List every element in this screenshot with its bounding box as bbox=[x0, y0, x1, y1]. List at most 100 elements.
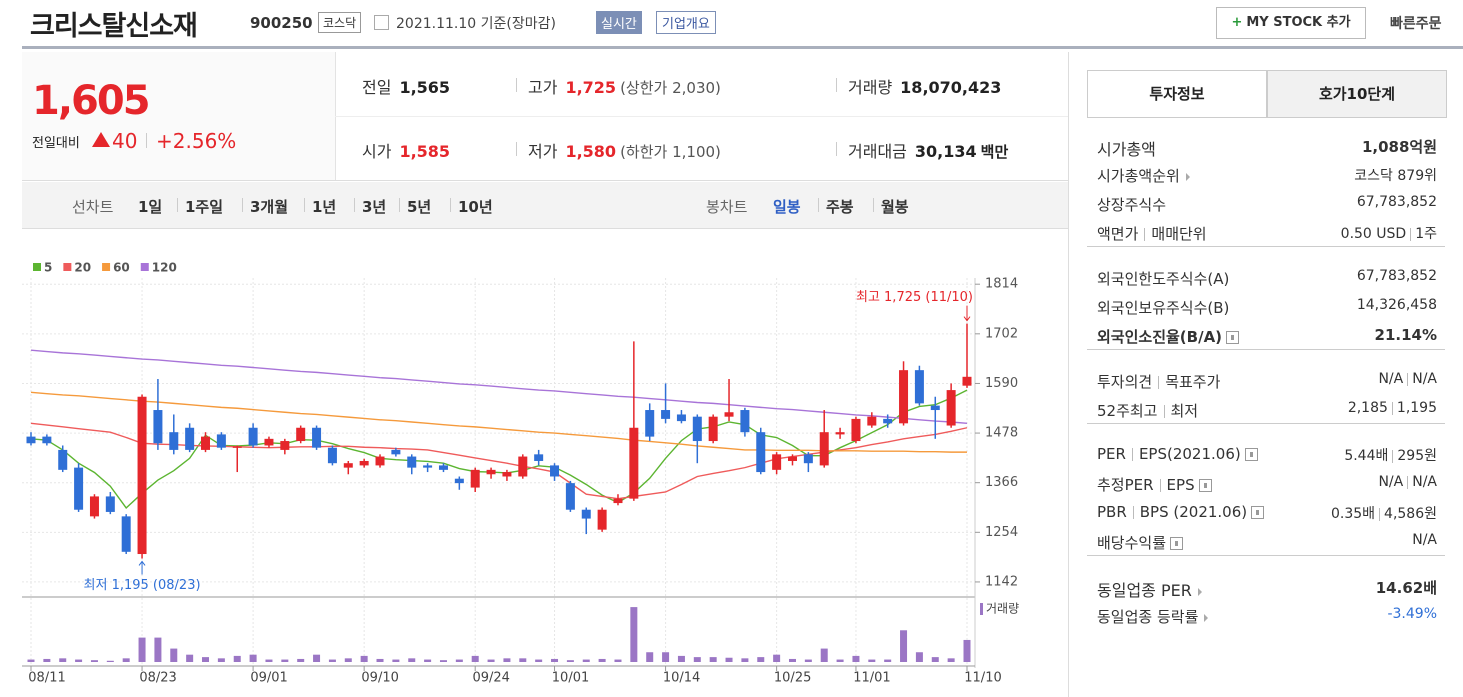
candle-body bbox=[946, 390, 956, 426]
volume-bar bbox=[788, 658, 796, 662]
info-value-box: 1,088억원 bbox=[1362, 136, 1437, 157]
info-label: PER bbox=[1097, 445, 1126, 463]
candle-tab[interactable]: 월봉 bbox=[881, 198, 909, 216]
quote-label: 저가 bbox=[528, 142, 558, 161]
help-icon[interactable] bbox=[1226, 331, 1240, 344]
info-label: 동일업종 PER bbox=[1097, 581, 1192, 600]
period-tab[interactable]: 1일 bbox=[138, 198, 163, 216]
arrow-icon bbox=[1185, 172, 1190, 181]
volume-bar bbox=[947, 658, 955, 662]
candle-body bbox=[550, 465, 560, 477]
info-value: 295원 bbox=[1397, 448, 1437, 464]
period-tab[interactable]: 3년 bbox=[362, 198, 387, 216]
info-row: 시가총액 1,088억원 bbox=[1097, 136, 1437, 160]
info-label: 시가총액순위 bbox=[1097, 167, 1180, 185]
info-label: PBR bbox=[1097, 503, 1127, 521]
separator bbox=[516, 142, 517, 156]
legend-swatch bbox=[63, 263, 72, 271]
info-value-box: -3.49% bbox=[1387, 606, 1437, 622]
candle-tab[interactable]: 주봉 bbox=[826, 198, 854, 216]
info-row: 외국인한도주식수(A) 67,783,852 bbox=[1097, 268, 1437, 289]
low-arrow bbox=[138, 560, 146, 575]
help-icon[interactable] bbox=[1251, 506, 1265, 519]
x-tick-label: 08/23 bbox=[139, 671, 176, 686]
separator bbox=[304, 198, 305, 212]
info-label: 목표주가 bbox=[1165, 373, 1221, 391]
info-label: 외국인보유주식수(B) bbox=[1097, 299, 1230, 317]
group-separator bbox=[1087, 555, 1445, 556]
volume-bar bbox=[75, 659, 83, 662]
calendar-icon bbox=[374, 15, 389, 30]
separator bbox=[399, 198, 400, 212]
x-tick-label: 09/01 bbox=[250, 671, 287, 686]
group-separator bbox=[1087, 349, 1445, 350]
help-icon[interactable] bbox=[1198, 479, 1212, 492]
candle-body bbox=[58, 449, 68, 470]
info-value: 1주 bbox=[1415, 226, 1437, 242]
y-tick-label: 1702 bbox=[985, 326, 1018, 341]
candle-body bbox=[105, 496, 115, 512]
help-icon[interactable] bbox=[1244, 448, 1258, 461]
candle-body bbox=[327, 447, 337, 464]
volume-bar bbox=[551, 658, 559, 662]
divider bbox=[22, 46, 1463, 49]
legend-label: 20 bbox=[74, 261, 91, 275]
company-button[interactable]: 기업개요 bbox=[656, 11, 716, 34]
period-tab[interactable]: 1주일 bbox=[185, 198, 224, 216]
period-tab[interactable]: 10년 bbox=[458, 198, 493, 216]
period-tab[interactable]: 1년 bbox=[312, 198, 337, 216]
realtime-button[interactable]: 실시간 bbox=[596, 11, 642, 34]
separator bbox=[242, 198, 243, 212]
info-tab[interactable]: 호가10단계 bbox=[1267, 70, 1447, 118]
x-tick-label: 10/01 bbox=[552, 671, 589, 686]
ma-line bbox=[30, 391, 967, 453]
candle-body bbox=[962, 376, 972, 386]
high-arrow bbox=[963, 305, 971, 322]
candle-body bbox=[89, 496, 99, 517]
candle-body bbox=[724, 412, 734, 417]
separator bbox=[1392, 449, 1394, 463]
period-tab[interactable]: 3개월 bbox=[250, 198, 289, 216]
volume-bar bbox=[202, 657, 210, 662]
volume-bar bbox=[344, 658, 352, 662]
info-value: 14,326,458 bbox=[1356, 297, 1437, 313]
candle-body bbox=[883, 418, 893, 424]
volume-bar bbox=[915, 652, 923, 662]
info-value: 21.14% bbox=[1374, 326, 1437, 344]
legend-swatch bbox=[140, 263, 149, 271]
info-value: 14.62배 bbox=[1375, 579, 1437, 597]
candle-body bbox=[343, 463, 353, 468]
info-value: 67,783,852 bbox=[1356, 268, 1437, 284]
quote-label: 시가 bbox=[362, 142, 392, 161]
group-separator bbox=[1087, 246, 1445, 247]
info-value-box: 2,185 1,195 bbox=[1348, 400, 1437, 416]
info-value-box: 0.50 USD 1주 bbox=[1341, 223, 1437, 243]
quick-order[interactable]: 빠른주문 bbox=[1390, 16, 1442, 32]
candle-body bbox=[296, 427, 306, 442]
help-icon[interactable] bbox=[1170, 537, 1184, 550]
info-label: 외국인한도주식수(A) bbox=[1097, 270, 1230, 288]
separator bbox=[836, 78, 837, 92]
volume-bar bbox=[614, 659, 622, 662]
candle-body bbox=[153, 410, 163, 444]
info-row: 외국인보유주식수(B) 14,326,458 bbox=[1097, 297, 1437, 318]
info-label: BPS (2021.06) bbox=[1139, 503, 1248, 521]
info-value: 코스닥 879위 bbox=[1354, 168, 1437, 184]
divider bbox=[335, 116, 1068, 117]
candle-tab[interactable]: 일봉 bbox=[773, 198, 801, 216]
period-tab[interactable]: 5년 bbox=[407, 198, 432, 216]
candle-body bbox=[391, 449, 401, 455]
volume-bar bbox=[360, 655, 368, 662]
mystock-button[interactable]: + MY STOCK 추가 bbox=[1216, 7, 1366, 39]
volume-bar bbox=[233, 655, 241, 662]
quote-value: 18,070,423 bbox=[900, 78, 1002, 97]
info-label: 외국인소진율(B/A) bbox=[1097, 328, 1223, 346]
info-row: 시가총액순위 코스닥 879위 bbox=[1097, 165, 1437, 186]
candle-body bbox=[423, 465, 433, 468]
info-tab[interactable]: 투자정보 bbox=[1087, 70, 1267, 118]
info-value: N/A bbox=[1412, 474, 1437, 490]
quote-note: (상한가 2,030) bbox=[620, 79, 721, 97]
candle-body bbox=[470, 469, 480, 488]
candle-body bbox=[534, 454, 544, 461]
legend-swatch bbox=[33, 263, 41, 271]
